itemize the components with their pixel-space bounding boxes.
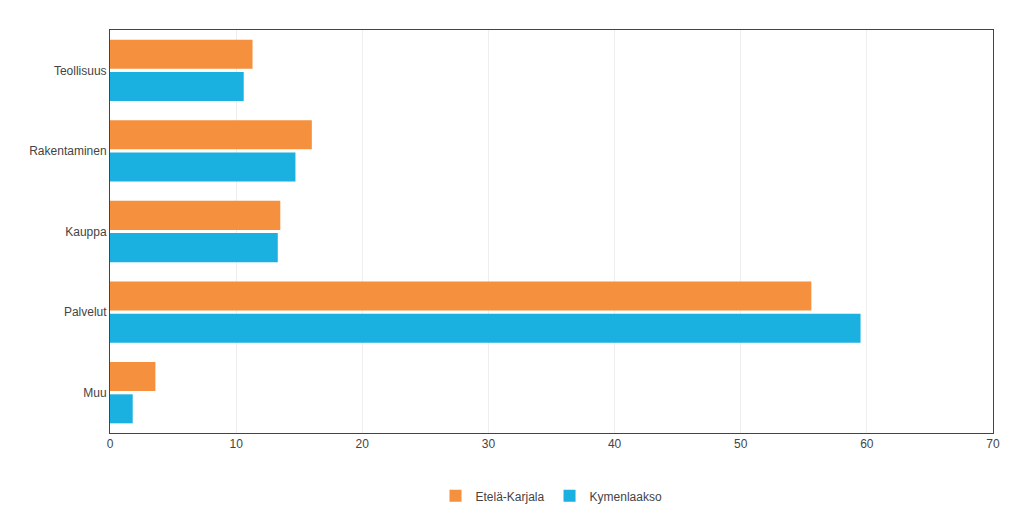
svg-text:20: 20	[356, 437, 370, 451]
svg-text:0: 0	[107, 437, 114, 451]
svg-text:Kauppa: Kauppa	[65, 225, 107, 239]
svg-text:Etelä-Karjala: Etelä-Karjala	[476, 490, 545, 504]
svg-text:50: 50	[734, 437, 748, 451]
svg-text:Rakentaminen: Rakentaminen	[29, 144, 106, 158]
svg-text:10: 10	[229, 437, 243, 451]
svg-text:60: 60	[860, 437, 874, 451]
svg-text:30: 30	[482, 437, 496, 451]
svg-text:40: 40	[608, 437, 622, 451]
svg-text:Kymenlaakso: Kymenlaakso	[590, 490, 662, 504]
svg-text:Teollisuus: Teollisuus	[54, 64, 107, 78]
svg-text:Muu: Muu	[83, 386, 106, 400]
svg-text:70: 70	[986, 437, 1000, 451]
svg-text:Palvelut: Palvelut	[64, 305, 107, 319]
